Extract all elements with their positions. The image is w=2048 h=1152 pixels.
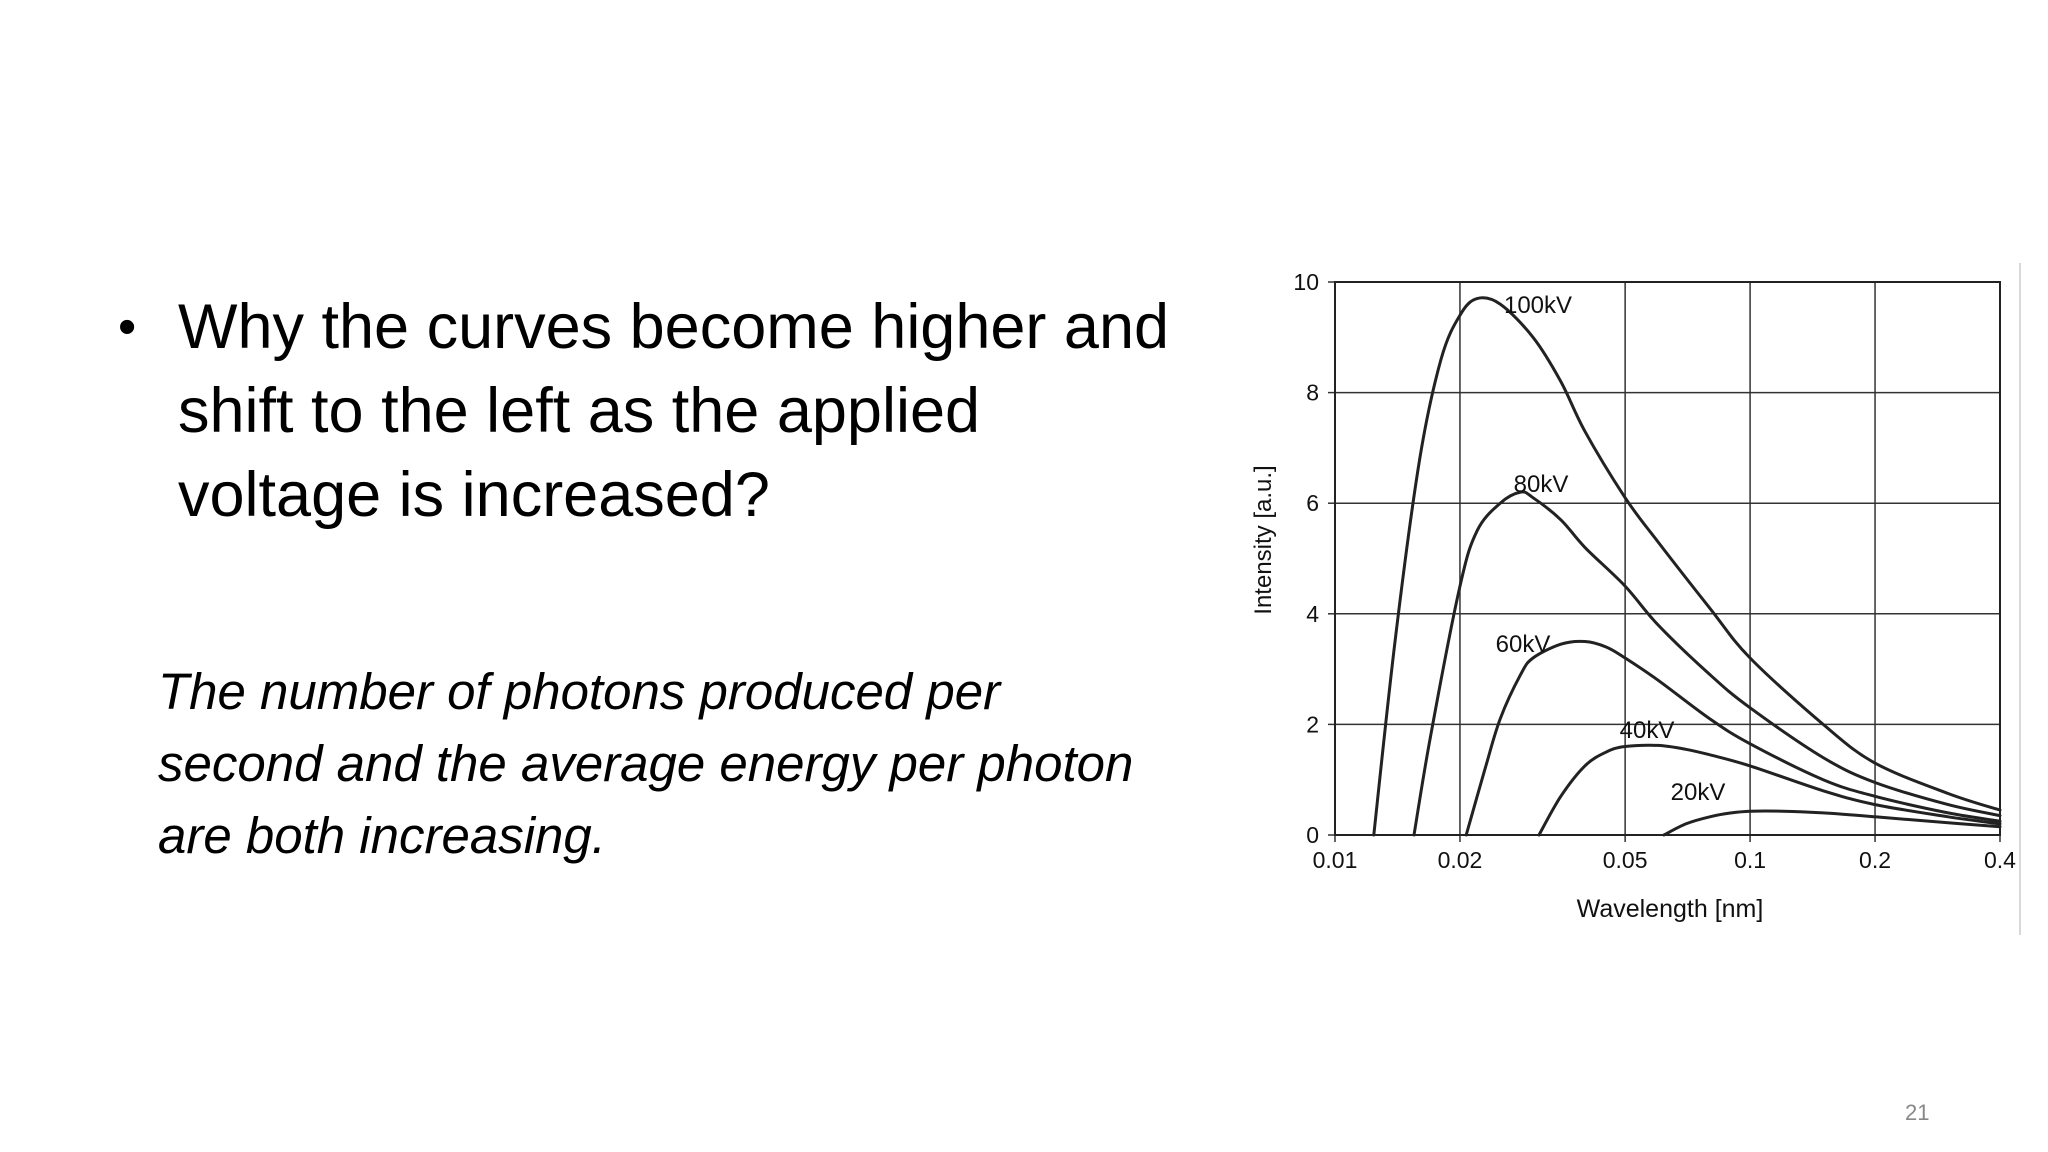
series-label-40kv: 40kV [1620,717,1675,744]
series-labels: 100kV 80kV 60kV 40kV 20kV [1496,292,1726,806]
x-axis-ticks: 0.01 0.02 0.05 0.1 0.2 0.4 [1313,835,2016,873]
x-tick-label: 0.01 [1313,847,1358,873]
bullet-question: Why the curves become higher and shift t… [178,292,1170,530]
series-label-20kv: 20kV [1671,779,1726,806]
chart-svg: 0 2 4 6 8 10 0.01 0.02 0.05 0.1 0.2 0.4 Intensity … [1225,255,2030,935]
x-axis-label: Wavelength [nm] [1577,895,1764,923]
bullet-block: • Why the curves become higher and shift… [118,285,1198,537]
series-line-100kv [1372,296,2002,837]
plot-frame [1334,281,2001,836]
series-line-40kv [1537,743,2002,837]
page-number: 21 [1905,1100,1930,1125]
y-axis-ticks: 0 2 4 6 8 10 [1293,269,1335,848]
series-label-60kv: 60kV [1496,631,1551,658]
series-line-60kv [1464,639,2002,837]
series-line-80kv [1412,490,2002,837]
series-line-20kv [1662,809,2002,837]
spectrum-chart: 0 2 4 6 8 10 0.01 0.02 0.05 0.1 0.2 0.4 Intensity … [1225,255,2030,935]
x-tick-label: 0.02 [1438,847,1483,873]
answer-text: The number of photons produced per secon… [158,663,1134,864]
series-label-100kv: 100kV [1504,292,1572,319]
y-tick-label: 2 [1306,711,1319,737]
chart-series [1372,296,2002,837]
bullet-dot-icon: • [118,298,137,356]
x-tick-label: 0.4 [1984,847,2016,873]
x-tick-label: 0.05 [1603,847,1648,873]
x-tick-label: 0.2 [1859,847,1891,873]
x-tick-label: 0.1 [1734,847,1766,873]
y-tick-label: 10 [1293,269,1319,295]
y-tick-label: 6 [1306,490,1319,516]
y-axis-label: Intensity [a.u.] [1250,465,1277,614]
y-tick-label: 8 [1306,380,1319,406]
y-tick-label: 4 [1306,601,1319,627]
series-label-80kv: 80kV [1514,471,1569,498]
chart-background [1225,255,2030,935]
y-tick-label: 0 [1306,822,1319,848]
